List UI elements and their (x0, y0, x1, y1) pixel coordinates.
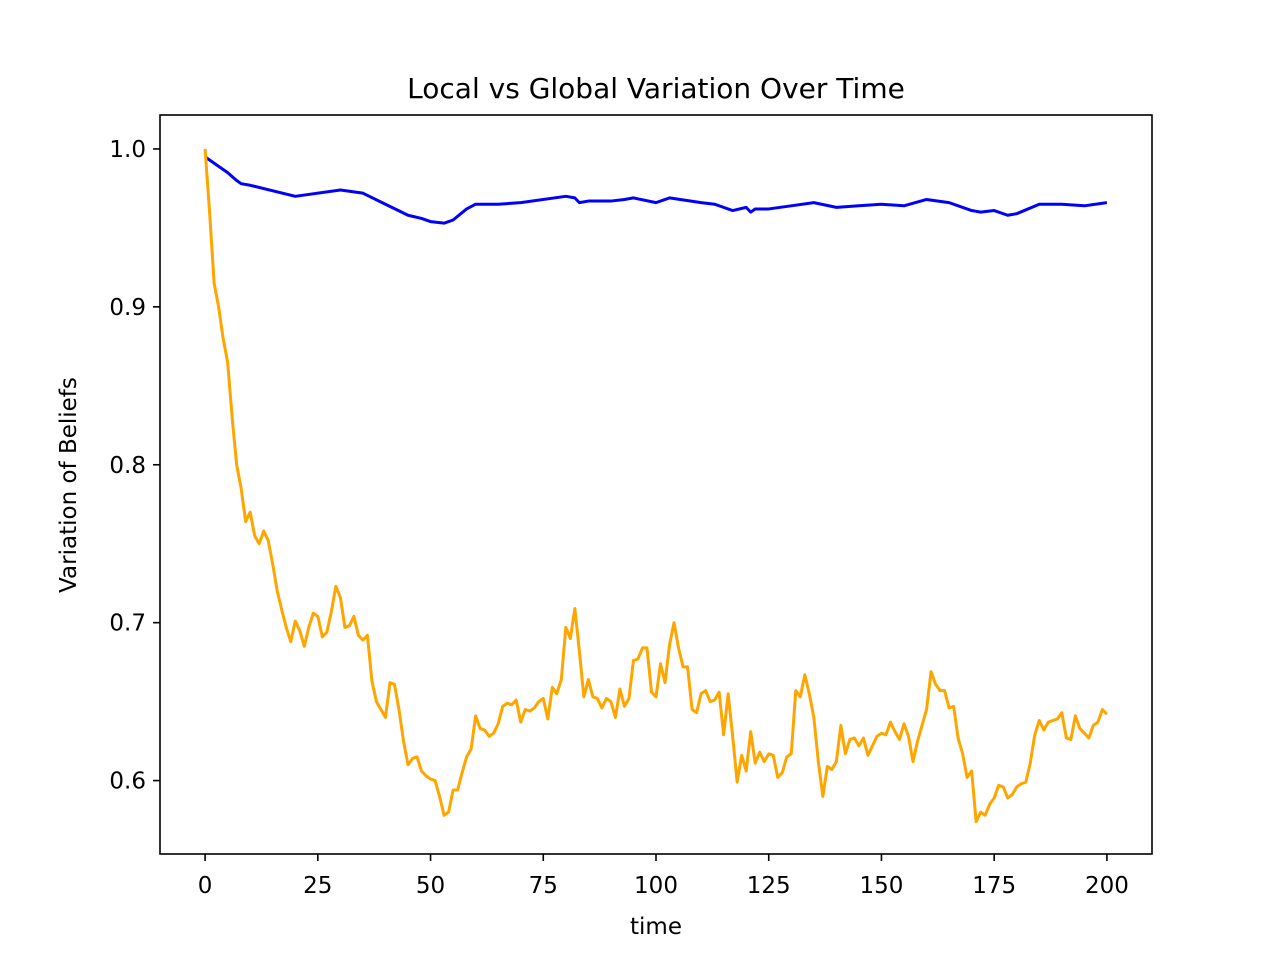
chart-title: Local vs Global Variation Over Time (407, 72, 905, 105)
y-axis: 0.6 0.7 0.8 0.9 1.0 (109, 137, 160, 795)
x-tick-label: 25 (303, 873, 332, 899)
x-tick-label: 125 (747, 873, 791, 899)
plot-frame (159, 114, 1153, 855)
x-tick-label: 50 (416, 873, 445, 899)
series-line-1 (203, 148, 1108, 824)
plot-area (203, 148, 1108, 824)
x-tick-label: 150 (860, 873, 904, 899)
x-tick-label: 200 (1085, 873, 1129, 899)
series-line-0 (204, 155, 1108, 225)
y-tick-label: 0.9 (109, 295, 146, 321)
x-axis: 0 25 50 75 100 125 150 175 200 (198, 854, 1129, 899)
x-tick-label: 0 (198, 873, 213, 899)
x-axis-label: time (630, 914, 682, 940)
x-tick-label: 175 (972, 873, 1016, 899)
x-tick-label: 100 (634, 873, 678, 899)
y-tick-label: 0.8 (109, 453, 146, 479)
y-tick-label: 0.6 (109, 769, 146, 795)
y-tick-label: 0.7 (109, 611, 146, 637)
y-axis-label: Variation of Beliefs (56, 377, 82, 593)
x-tick-label: 75 (529, 873, 558, 899)
y-tick-label: 1.0 (109, 137, 146, 163)
